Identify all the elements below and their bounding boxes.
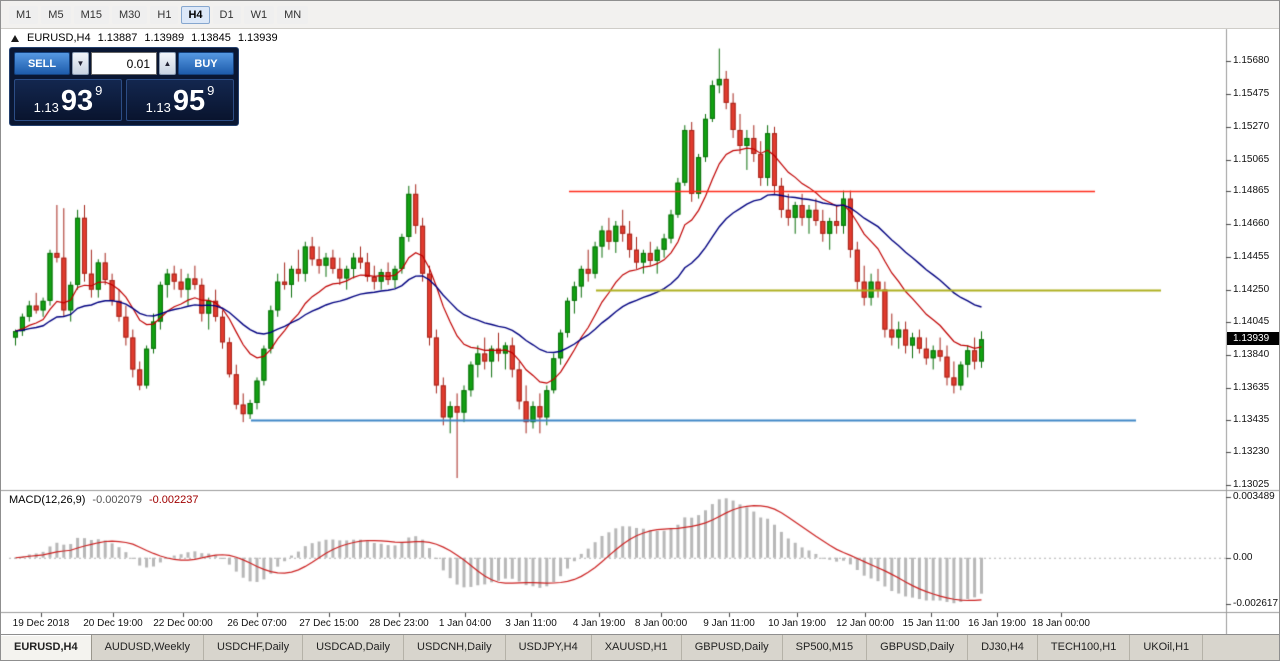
buy-button[interactable]: BUY [178,52,234,75]
sell-price-main: 93 [60,85,94,117]
chart-tab-audusd-weekly[interactable]: AUDUSD,Weekly [92,635,204,660]
timeframe-button-h1[interactable]: H1 [150,5,179,24]
one-click-controls-row: SELL ▼ ▲ BUY [14,52,234,75]
chart-tab-gbpusd-daily[interactable]: GBPUSD,Daily [682,635,783,660]
one-click-prices-row: 1.13 93 9 1.13 95 9 [14,79,234,121]
chart-tab-ukoil-h1[interactable]: UKOil,H1 [1130,635,1204,660]
chart-tab-dj30-h4[interactable]: DJ30,H4 [968,635,1038,660]
volume-increase-button[interactable]: ▲ [159,52,176,75]
timeframe-button-m1[interactable]: M1 [9,5,39,24]
chart-tab-eurusd-h4[interactable]: EURUSD,H4 [1,635,92,660]
volume-input[interactable] [91,52,157,75]
timeframe-button-m5[interactable]: M5 [41,5,71,24]
timeframe-button-d1[interactable]: D1 [212,5,241,24]
chart-tab-usdcad-daily[interactable]: USDCAD,Daily [303,635,405,660]
timeframe-button-w1[interactable]: W1 [243,5,275,24]
chart-tab-xauusd-h1[interactable]: XAUUSD,H1 [592,635,682,660]
chart-tab-gbpusd-daily[interactable]: GBPUSD,Daily [867,635,969,660]
timeframe-button-mn[interactable]: MN [277,5,309,24]
sell-price-prefix: 1.13 [33,100,59,115]
timeframe-toolbar: M1 M5 M15 M30 H1 H4 D1 W1 MN [1,1,1279,29]
chart-tab-usdchf-daily[interactable]: USDCHF,Daily [204,635,304,660]
timeframe-button-h4[interactable]: H4 [181,5,210,24]
one-click-toggle-icon[interactable] [11,34,19,42]
buy-price-main: 95 [172,85,206,117]
buy-price-prefix: 1.13 [145,100,171,115]
chart-tab-bar: EURUSD,H4 AUDUSD,Weekly USDCHF,Daily USDCAD… [1,634,1279,660]
sell-button[interactable]: SELL [14,52,70,75]
chart-tab-usdjpy-h4[interactable]: USDJPY,H4 [506,635,592,660]
chart-tab-sp500-m15[interactable]: SP500,M15 [783,635,868,660]
timeframe-button-m30[interactable]: M30 [111,5,148,24]
buy-price-pip: 9 [207,83,215,98]
sell-price-box[interactable]: 1.13 93 9 [14,79,122,121]
timeframe-button-m15[interactable]: M15 [73,5,109,24]
buy-price-box[interactable]: 1.13 95 9 [126,79,234,121]
chart-tab-tech100-h1[interactable]: TECH100,H1 [1038,635,1131,660]
chart-tab-usdcnh-daily[interactable]: USDCNH,Daily [404,635,506,660]
volume-decrease-button[interactable]: ▼ [72,52,89,75]
sell-price-pip: 9 [95,83,103,98]
